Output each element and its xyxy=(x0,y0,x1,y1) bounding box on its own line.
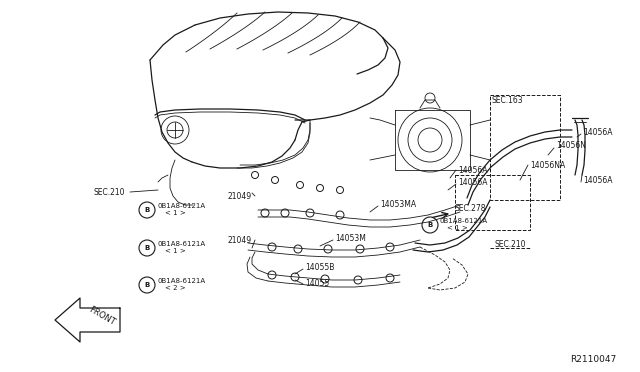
Text: 14056A: 14056A xyxy=(458,166,488,174)
Text: 14056A: 14056A xyxy=(583,176,612,185)
Text: 0B1A8-6121A: 0B1A8-6121A xyxy=(440,218,488,224)
Text: B: B xyxy=(428,222,433,228)
Text: 14055B: 14055B xyxy=(305,263,334,273)
Text: 0B1A8-6121A: 0B1A8-6121A xyxy=(158,278,206,284)
Text: < 1 >: < 1 > xyxy=(165,210,186,216)
Text: 14055: 14055 xyxy=(305,279,329,289)
Text: SEC.210: SEC.210 xyxy=(93,187,125,196)
Text: B: B xyxy=(145,245,150,251)
Text: < 2 >: < 2 > xyxy=(165,285,186,291)
Text: 21049: 21049 xyxy=(228,235,252,244)
Text: B: B xyxy=(145,282,150,288)
Text: R2110047: R2110047 xyxy=(570,356,616,365)
Text: 14056A: 14056A xyxy=(583,128,612,137)
Text: < 1 >: < 1 > xyxy=(165,248,186,254)
Text: 0B1A8-6121A: 0B1A8-6121A xyxy=(158,241,206,247)
Text: 14056N: 14056N xyxy=(556,141,586,150)
Text: 14053M: 14053M xyxy=(335,234,366,243)
Text: SEC.278: SEC.278 xyxy=(455,203,486,212)
Text: SEC.163: SEC.163 xyxy=(492,96,524,105)
Text: 14056A: 14056A xyxy=(458,177,488,186)
Text: 21049: 21049 xyxy=(228,192,252,201)
Text: B: B xyxy=(145,207,150,213)
Text: 0B1A8-6121A: 0B1A8-6121A xyxy=(158,203,206,209)
Text: 14056NA: 14056NA xyxy=(530,160,565,170)
Text: SEC.210: SEC.210 xyxy=(495,240,527,248)
Text: 14053MA: 14053MA xyxy=(380,199,416,208)
Text: < 1 >: < 1 > xyxy=(447,225,468,231)
Text: FRONT: FRONT xyxy=(87,305,116,327)
